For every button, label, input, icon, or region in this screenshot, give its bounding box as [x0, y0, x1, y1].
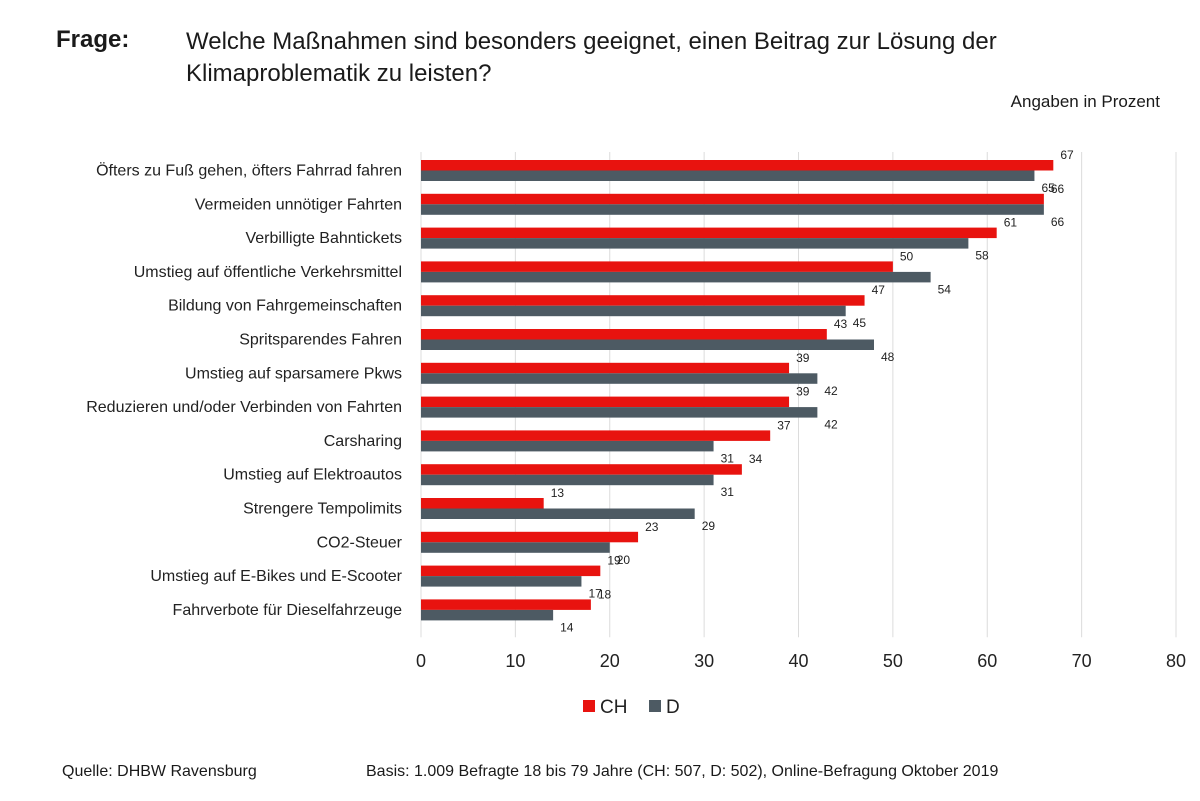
data-label-ch: 43 [834, 317, 848, 331]
data-label-d: 14 [560, 620, 574, 634]
x-tick-label: 60 [977, 651, 997, 671]
category-label: Umstieg auf Elektroautos [223, 467, 402, 484]
bar-ch [421, 430, 771, 441]
x-tick-label: 10 [505, 651, 525, 671]
data-label-ch: 23 [645, 520, 659, 534]
question-label: Frage: [56, 26, 130, 53]
x-tick-label: 80 [1166, 651, 1186, 671]
x-tick-label: 40 [788, 651, 808, 671]
bar-d [421, 204, 1044, 215]
data-label-d: 65 [1041, 181, 1055, 195]
bars [421, 160, 1054, 621]
question-text: Welche Maßnahmen sind besonders geeignet… [186, 28, 997, 87]
bar-ch [421, 227, 997, 239]
bar-ch [421, 599, 591, 610]
category-label: Fahrverbote für Dieselfahrzeuge [173, 602, 403, 619]
bar-ch [421, 565, 601, 577]
bar-ch [421, 261, 893, 272]
x-tick-label: 50 [883, 651, 903, 671]
category-label: Carsharing [324, 433, 402, 450]
category-label: Umstieg auf E-Bikes und E-Scooter [150, 568, 402, 585]
category-labels: Öfters zu Fuß gehen, öfters Fahrrad fahr… [86, 162, 402, 619]
data-label-d: 42 [824, 384, 838, 398]
data-label-d: 29 [702, 519, 716, 533]
category-label: CO2-Steuer [317, 534, 403, 551]
source-note: Quelle: DHBW Ravensburg [62, 763, 257, 780]
bar-d [421, 271, 931, 283]
category-label: Vermeiden unnötiger Fahrten [195, 196, 402, 213]
data-label-ch: 37 [777, 418, 791, 432]
bar-d [421, 238, 969, 249]
basis-note: Basis: 1.009 Befragte 18 bis 79 Jahre (C… [366, 763, 999, 780]
bar-ch [421, 160, 1054, 171]
bar-ch [421, 498, 544, 509]
legend-label-ch: CH [600, 697, 627, 718]
data-label-d: 54 [938, 282, 952, 296]
data-label-d: 17 [588, 587, 602, 601]
bar-d [421, 373, 818, 384]
unit-note: Angaben in Prozent [1010, 92, 1160, 111]
data-label-d: 42 [824, 418, 838, 432]
x-tick-label: 30 [694, 651, 714, 671]
data-label-d: 45 [853, 316, 867, 330]
bar-ch [421, 396, 790, 408]
data-label-d: 31 [721, 451, 735, 465]
data-label-ch: 61 [1004, 216, 1018, 230]
bar-d [421, 576, 582, 587]
data-label-ch: 13 [551, 486, 565, 500]
data-label-ch: 18 [598, 587, 612, 601]
data-label-d: 31 [721, 485, 735, 499]
bar-d [421, 508, 695, 519]
legend-label-d: D [666, 697, 680, 718]
bar-ch [421, 193, 1044, 205]
bar-ch [421, 464, 742, 475]
data-label-ch: 34 [749, 452, 763, 466]
bar-d [421, 305, 846, 317]
x-tick-label: 70 [1072, 651, 1092, 671]
bar-ch [421, 329, 827, 340]
bar-d [421, 407, 818, 418]
data-label-ch: 39 [796, 385, 810, 399]
legend: CH D [583, 697, 680, 718]
category-label: Strengere Tempolimits [243, 501, 402, 518]
category-label: Verbilligte Bahntickets [245, 230, 402, 247]
bar-d [421, 170, 1035, 181]
bar-d [421, 440, 714, 452]
category-label: Spritsparendes Fahren [239, 332, 402, 349]
data-label-ch: 47 [872, 283, 886, 297]
bar-d [421, 474, 714, 486]
legend-swatch-ch [583, 700, 595, 712]
data-label-ch: 39 [796, 351, 810, 365]
bar-d [421, 609, 554, 621]
data-label-ch: 67 [1060, 148, 1074, 162]
category-label: Öfters zu Fuß gehen, öfters Fahrrad fahr… [96, 162, 402, 180]
data-label-ch: 50 [900, 249, 914, 263]
x-tick-label: 20 [600, 651, 620, 671]
bar-d [421, 542, 610, 553]
data-label-d: 66 [1051, 215, 1065, 229]
x-axis-ticks: 0 10 20 30 40 50 60 70 80 [416, 651, 1186, 671]
data-label-d: 48 [881, 350, 895, 364]
category-label: Umstieg auf öffentliche Verkehrsmittel [134, 264, 402, 281]
x-tick-label: 0 [416, 651, 426, 671]
bar-ch [421, 531, 639, 543]
data-label-ch: 66 [1051, 182, 1065, 196]
bar-ch [421, 295, 865, 306]
bar-ch [421, 362, 790, 374]
category-label: Bildung von Fahrgemeinschaften [168, 298, 402, 315]
bar-d [421, 339, 874, 350]
legend-swatch-d [649, 700, 661, 712]
data-label-d: 20 [617, 553, 631, 567]
data-label-ch: 19 [607, 554, 621, 568]
category-label: Reduzieren und/oder Verbinden von Fahrte… [86, 399, 402, 416]
category-label: Umstieg auf sparsamere Pkws [185, 365, 402, 382]
data-label-d: 58 [975, 249, 989, 263]
